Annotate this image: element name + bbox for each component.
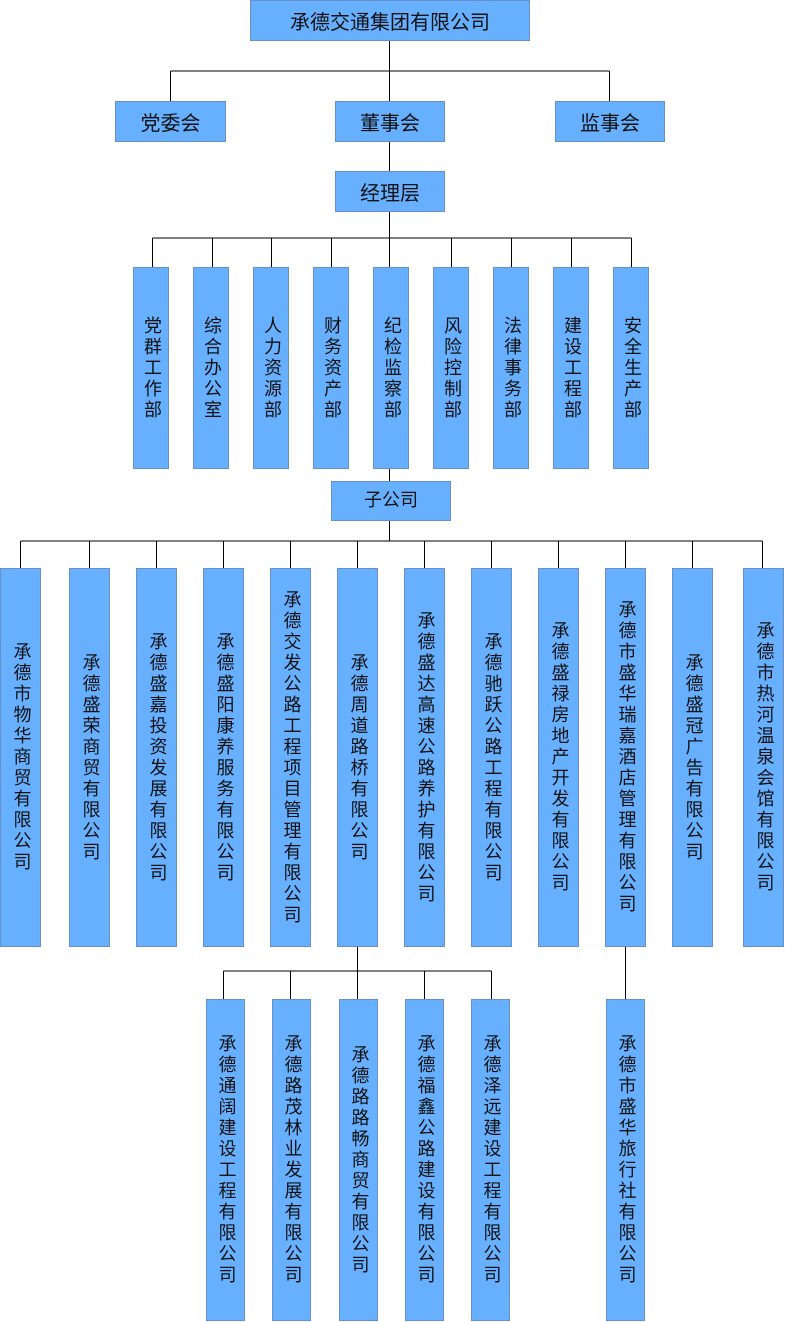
subsidiary-box-label: 承德盛达高速公路养护有限公司 (414, 610, 436, 905)
subsidiary-box: 承德交发公路工程项目管理有限公司 (270, 568, 311, 947)
sub-subsidiary-box: 承德泽远建设工程有限公司 (471, 999, 510, 1321)
subsidiary-box-label: 承德盛禄房地产开发有限公司 (548, 621, 570, 894)
subsidiary-box-label: 承德盛嘉投资发展有限公司 (146, 631, 168, 884)
sub-subsidiary-box-label: 承德泽远建设工程有限公司 (480, 1034, 502, 1286)
department-box-label: 纪检监察部 (381, 315, 402, 421)
sub-subsidiary-box: 承德市盛华旅行社有限公司 (606, 999, 645, 1321)
subsidiary-box: 承德驰跃公路工程有限公司 (471, 568, 512, 947)
department-box: 建设工程部 (553, 267, 589, 469)
subsidiary-box: 承德盛禄房地产开发有限公司 (538, 568, 579, 947)
department-box-label: 人力资源部 (261, 315, 282, 421)
subsidiary-box: 承德盛冠广告有限公司 (672, 568, 713, 947)
sub-subsidiary-box: 承德路路畅商贸有限公司 (339, 999, 378, 1321)
department-box: 财务资产部 (313, 267, 349, 469)
sub-subsidiary-box-label: 承德市盛华旅行社有限公司 (615, 1034, 637, 1286)
sub-subsidiary-box-label: 承德通阔建设工程有限公司 (215, 1034, 237, 1286)
department-box-label: 综合办公室 (201, 315, 222, 421)
department-box-label: 财务资产部 (321, 315, 342, 421)
subsidiary-box-label: 承德市物华商贸有限公司 (10, 642, 32, 873)
subsidiary-box: 承德盛嘉投资发展有限公司 (136, 568, 177, 947)
sub-subsidiary-box-label: 承德福鑫公路建设有限公司 (414, 1034, 436, 1286)
subsidiary-box: 承德市盛华瑞嘉酒店管理有限公司 (605, 568, 646, 947)
department-box-label: 建设工程部 (561, 315, 582, 421)
supervisory-label: 监事会 (580, 111, 640, 135)
subsidiary-box-label: 承德盛阳康养服务有限公司 (213, 631, 235, 884)
subsidiaries-header-box: 子公司 (331, 481, 451, 521)
subsidiary-box-label: 承德盛冠广告有限公司 (682, 652, 704, 863)
department-box-label: 法律事务部 (501, 315, 522, 421)
department-box: 纪检监察部 (373, 267, 409, 469)
party-committee-box: 党委会 (115, 101, 226, 142)
subsidiary-box-label: 承德交发公路工程项目管理有限公司 (280, 589, 302, 926)
subsidiary-box-label: 承德盛荣商贸有限公司 (79, 652, 101, 863)
sub-subsidiary-box-label: 承德路茂林业发展有限公司 (281, 1034, 303, 1286)
department-box: 党群工作部 (133, 267, 169, 469)
sub-subsidiary-box: 承德福鑫公路建设有限公司 (405, 999, 444, 1321)
management-label: 经理层 (360, 181, 420, 205)
subsidiary-box-label: 承德驰跃公路工程有限公司 (481, 631, 503, 884)
board-label: 董事会 (360, 111, 420, 135)
subsidiary-box: 承德市热河温泉会馆有限公司 (743, 568, 784, 947)
sub-subsidiary-box: 承德通阔建设工程有限公司 (206, 999, 245, 1321)
subsidiary-box-label: 承德周道路桥有限公司 (347, 652, 369, 863)
subsidiary-box-label: 承德市盛华瑞嘉酒店管理有限公司 (615, 600, 637, 915)
supervisory-board-box: 监事会 (555, 101, 665, 142)
party-committee-label: 党委会 (140, 111, 201, 135)
department-box: 风险控制部 (433, 267, 469, 469)
subsidiary-box-label: 承德市热河温泉会馆有限公司 (753, 621, 775, 894)
board-of-directors-box: 董事会 (335, 101, 445, 142)
department-box: 法律事务部 (493, 267, 529, 469)
department-box: 安全生产部 (613, 267, 649, 469)
subsidiary-box: 承德盛荣商贸有限公司 (69, 568, 110, 947)
subsidiaries-label: 子公司 (364, 490, 418, 511)
subsidiary-box: 承德盛阳康养服务有限公司 (203, 568, 244, 947)
department-box-label: 安全生产部 (621, 315, 642, 421)
subsidiary-box: 承德盛达高速公路养护有限公司 (404, 568, 445, 947)
department-box: 综合办公室 (193, 267, 229, 469)
subsidiary-box: 承德市物华商贸有限公司 (0, 568, 41, 947)
department-box-label: 党群工作部 (141, 315, 162, 421)
subsidiary-box: 承德周道路桥有限公司 (337, 568, 378, 947)
department-box-label: 风险控制部 (441, 315, 462, 421)
management-box: 经理层 (335, 171, 445, 212)
sub-subsidiary-box-label: 承德路路畅商贸有限公司 (348, 1044, 370, 1276)
root-label: 承德交通集团有限公司 (290, 10, 490, 34)
department-box: 人力资源部 (253, 267, 289, 469)
sub-subsidiary-box: 承德路茂林业发展有限公司 (272, 999, 311, 1321)
root-company-box: 承德交通集团有限公司 (250, 0, 530, 41)
